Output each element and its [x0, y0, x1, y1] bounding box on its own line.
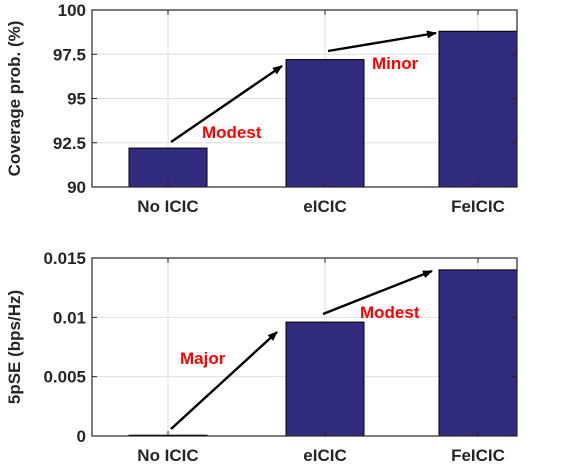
y-tick-label: 97.5: [53, 45, 86, 64]
trend-arrow: [327, 30, 437, 53]
annotation-modest: Modest: [202, 123, 262, 142]
annotation-major: Major: [180, 349, 226, 368]
y-tick-label: 0.005: [43, 368, 86, 387]
x-tick-label: eICIC: [303, 446, 346, 465]
axes-frame: [91, 257, 518, 437]
bar-no-icic: [128, 147, 208, 188]
trend-arrow: [170, 65, 283, 143]
x-tick-label: No ICIC: [137, 446, 198, 465]
y-tick-label: 100: [58, 1, 86, 20]
chart-panel-1: 90 92.5 95 97.5 100 No ICIC eICIC FeICIC Coverag…: [5, 1, 518, 216]
x-tick-label: FeICIC: [451, 197, 505, 216]
bar-feicic: [438, 269, 518, 437]
y-axis-label: Coverage prob. (%): [5, 21, 24, 177]
x-tick-label: No ICIC: [137, 197, 198, 216]
y-tick-label: 0.01: [53, 308, 86, 327]
y-axis-label: 5pSE (bps/Hz): [5, 290, 24, 404]
trend-arrow: [170, 331, 278, 430]
y-tick-label: 90: [67, 178, 86, 197]
trend-arrow: [322, 269, 433, 316]
y-tick-label: 92.5: [53, 134, 86, 153]
x-tick-label: eICIC: [303, 197, 346, 216]
annotation-minor: Minor: [372, 54, 419, 73]
bar-eicic: [285, 59, 365, 188]
x-tick-label: FeICIC: [451, 446, 505, 465]
annotation-modest: Modest: [360, 303, 420, 322]
y-tick-label: 0.015: [43, 249, 86, 268]
bar-eicic: [285, 321, 365, 437]
y-tick-label: 95: [67, 90, 86, 109]
bar-feicic: [438, 30, 518, 188]
y-tick-label: 0: [77, 427, 86, 446]
chart-panel-2: 0 0.005 0.01 0.015 No ICIC eICIC FeICIC 5pSE (b…: [5, 249, 518, 465]
